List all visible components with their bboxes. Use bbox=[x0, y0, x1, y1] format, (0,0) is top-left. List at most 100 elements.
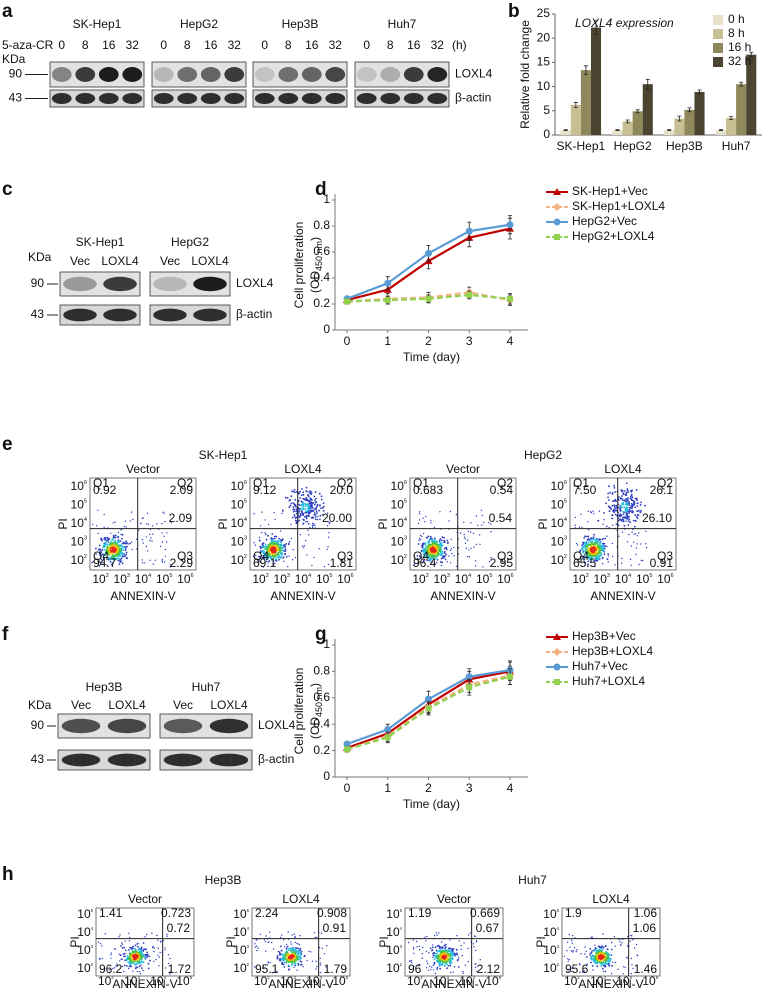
event-dot bbox=[139, 973, 142, 975]
event-dot bbox=[636, 505, 639, 507]
y-axis-unit: (OD450 nm) bbox=[308, 237, 324, 293]
event-dot bbox=[601, 538, 604, 541]
blot-membrane bbox=[252, 89, 348, 108]
marker bbox=[425, 695, 432, 703]
event-dot bbox=[583, 971, 585, 973]
y-tick-label: 103 bbox=[391, 535, 407, 549]
event-dot bbox=[301, 545, 304, 547]
event-dot bbox=[292, 506, 295, 509]
event-dot bbox=[453, 555, 455, 557]
tick-exponent: 3 bbox=[607, 573, 610, 579]
y-axis-label: PI bbox=[216, 518, 230, 529]
event-dot bbox=[590, 561, 592, 563]
event-dot bbox=[613, 506, 616, 508]
tick-base: 10 bbox=[306, 974, 320, 988]
event-dot bbox=[306, 509, 308, 512]
tick-exponent: 4 bbox=[244, 517, 247, 523]
tick-exponent: 3 bbox=[293, 975, 296, 980]
event-dot bbox=[159, 545, 162, 548]
event-dot bbox=[151, 525, 154, 527]
event-dot bbox=[436, 945, 439, 948]
tick-base: 10 bbox=[233, 961, 247, 975]
event-dot bbox=[634, 506, 637, 509]
quadrant-name: Q4 bbox=[573, 549, 589, 563]
event-dot bbox=[645, 530, 647, 532]
event-dot bbox=[413, 946, 415, 949]
event-dot bbox=[300, 957, 302, 960]
event-dot bbox=[264, 519, 266, 521]
event-dot bbox=[287, 565, 289, 568]
event-dot bbox=[118, 545, 121, 548]
event-dot bbox=[289, 504, 292, 507]
event-dot bbox=[121, 553, 124, 556]
quadrant-name: Q3 bbox=[657, 549, 673, 563]
event-dot bbox=[279, 953, 282, 956]
event-dot bbox=[594, 944, 596, 946]
event-dot bbox=[632, 519, 635, 522]
lane-label: LOXL4 bbox=[191, 254, 229, 268]
event-dot bbox=[429, 947, 432, 950]
tick-exponent: 2 bbox=[420, 975, 423, 980]
event-dot bbox=[292, 502, 295, 504]
event-dot bbox=[128, 967, 130, 970]
event-dot bbox=[161, 561, 164, 563]
tick-base: 10 bbox=[551, 498, 565, 512]
event-dot bbox=[153, 960, 155, 963]
event-dot bbox=[314, 518, 317, 521]
blot-band bbox=[153, 276, 187, 292]
event-dot bbox=[443, 547, 446, 550]
blot-band bbox=[301, 93, 322, 104]
y-tick-label: 103 bbox=[543, 943, 559, 957]
protein-label: LOXL4 bbox=[258, 718, 296, 732]
event-dot bbox=[604, 945, 607, 948]
event-dot bbox=[166, 935, 168, 937]
event-dot bbox=[604, 961, 607, 963]
event-dot bbox=[488, 561, 491, 563]
unit-part: (OD bbox=[308, 271, 322, 293]
event-dot bbox=[112, 548, 114, 551]
apoptosis-value: 0.67 bbox=[476, 921, 500, 935]
tick-exponent: 3 bbox=[91, 944, 94, 949]
event-dot bbox=[319, 957, 321, 960]
event-dot bbox=[146, 523, 148, 525]
x-axis-label: ANNEXIN-V bbox=[578, 977, 643, 991]
tick-base: 10 bbox=[280, 974, 294, 988]
tick-base: 10 bbox=[455, 572, 469, 586]
tick-base: 10 bbox=[135, 572, 149, 586]
event-dot bbox=[567, 958, 569, 960]
event-dot bbox=[319, 504, 321, 507]
lane-label: 32 bbox=[126, 38, 140, 52]
event-dot bbox=[149, 533, 151, 535]
y-tick-label: 104 bbox=[543, 925, 559, 939]
event-dot bbox=[138, 529, 140, 531]
event-dot bbox=[443, 551, 446, 553]
event-dot bbox=[490, 557, 492, 559]
tick-base: 10 bbox=[316, 572, 330, 586]
blot-band bbox=[193, 276, 227, 292]
event-dot bbox=[613, 511, 615, 514]
event-dot bbox=[290, 495, 293, 498]
x-tick-label: 2 bbox=[425, 334, 432, 348]
event-dot bbox=[275, 535, 278, 538]
x-tick-label: 103 bbox=[434, 572, 450, 586]
bar bbox=[746, 54, 757, 135]
event-dot bbox=[280, 936, 282, 939]
x-tick-label: 3 bbox=[466, 334, 473, 348]
blot-band bbox=[51, 93, 72, 104]
event-dot bbox=[110, 563, 113, 566]
event-dot bbox=[474, 949, 477, 952]
event-dot bbox=[634, 520, 637, 522]
event-dot bbox=[640, 559, 643, 562]
event-dot bbox=[124, 949, 127, 952]
tick-base: 10 bbox=[543, 961, 557, 975]
event-dot bbox=[626, 504, 628, 506]
event-dot bbox=[319, 964, 322, 966]
event-dot bbox=[433, 969, 435, 971]
event-dot bbox=[281, 512, 283, 515]
event-dot bbox=[294, 959, 297, 962]
event-dot bbox=[294, 964, 297, 967]
event-dot bbox=[299, 497, 301, 499]
event-dot bbox=[121, 555, 124, 558]
event-dot bbox=[587, 510, 589, 513]
marker bbox=[553, 633, 561, 640]
